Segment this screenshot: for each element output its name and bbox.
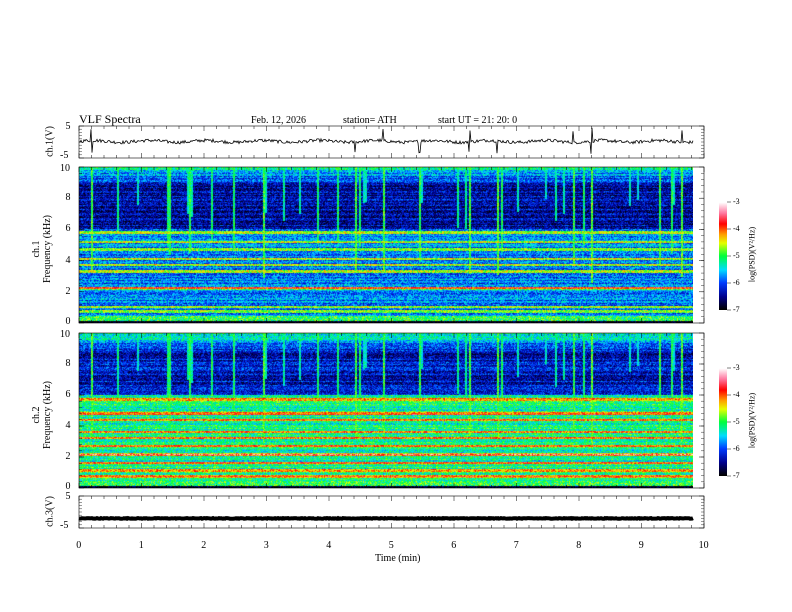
- ch3-waveform: [78, 515, 694, 521]
- x-tick-label: 9: [638, 540, 644, 551]
- y-tick-label: 5: [65, 121, 71, 132]
- y-tick-label: -5: [60, 520, 69, 531]
- x-tick-label: 0: [76, 540, 82, 551]
- x-axis-label: Time (min): [375, 553, 421, 564]
- colorbar-tick-label: -5: [733, 417, 740, 426]
- colorbar-tick-label: -4: [733, 390, 740, 399]
- y-tick-label: 10: [60, 163, 70, 174]
- x-tick-label: 10: [698, 540, 709, 551]
- y-tick-label: 2: [65, 285, 71, 297]
- y-tick-label: 0: [65, 316, 71, 327]
- y-tick-label: 6: [65, 223, 71, 235]
- y-tick-label: 10: [60, 329, 70, 340]
- x-tick-label: 7: [513, 540, 519, 551]
- ch3-ylabel: ch.3(V): [44, 496, 56, 527]
- colorbar-tick-label: -4: [733, 224, 740, 233]
- colorbar-tick-label: -3: [733, 197, 740, 206]
- x-tick-label: 4: [326, 540, 332, 551]
- colorbar-tick-label: -3: [733, 363, 740, 372]
- date-label: Feb. 12, 2026: [251, 115, 306, 126]
- spec1-ylabel: ch.1 Frequency (kHz): [31, 204, 53, 294]
- colorbar2-label: log(PSD)(V²/Hz): [747, 392, 757, 449]
- spec1-ylabel-line2: Frequency (kHz): [42, 214, 53, 284]
- x-tick-label: 1: [138, 540, 144, 551]
- colorbar1-label: log(PSD)(V²/Hz): [747, 226, 757, 283]
- panel-frame: [78, 332, 705, 489]
- figure-title: VLF Spectra: [79, 112, 141, 126]
- y-tick-label: 6: [65, 389, 71, 400]
- spec2-ylabel-line2: Frequency (kHz): [42, 380, 53, 450]
- x-tick-label: 6: [451, 540, 457, 551]
- y-tick-label: 8: [65, 192, 71, 204]
- colorbar-tick-label: -7: [733, 471, 740, 480]
- ch1-ylabel: ch.1(V): [44, 126, 56, 157]
- colorbar-tick-label: -6: [733, 444, 740, 453]
- spectrogram-ch1: [79, 167, 693, 323]
- x-tick-label: 3: [263, 540, 269, 551]
- x-tick-label: 8: [576, 540, 582, 551]
- y-tick-label: 2: [65, 451, 71, 462]
- station-label: station= ATH: [343, 115, 397, 126]
- spec1-ylabel-line1: ch.1: [31, 240, 42, 258]
- spectrogram-ch2: [79, 333, 693, 488]
- colorbar-tick-label: -6: [733, 278, 740, 287]
- start-time-label: start UT = 21: 20: 0: [438, 115, 518, 126]
- x-tick-label: 2: [201, 540, 207, 551]
- y-tick-label: 4: [65, 254, 71, 266]
- ch1-waveform: [78, 127, 694, 154]
- panel-frame: [78, 166, 705, 324]
- spec2-ylabel-line1: ch.2: [31, 406, 42, 424]
- y-tick-label: 8: [65, 358, 71, 369]
- spec2-ylabel: ch.2 Frequency (kHz): [31, 370, 53, 460]
- colorbar-tick-label: -5: [733, 251, 740, 260]
- x-tick-label: 5: [388, 540, 394, 551]
- colorbar-ch1: [719, 202, 727, 310]
- y-tick-label: 5: [65, 491, 71, 502]
- colorbar-tick-label: -7: [733, 305, 740, 314]
- colorbar-ch2: [719, 368, 727, 476]
- y-tick-label: 4: [65, 420, 71, 431]
- y-tick-label: 0: [65, 481, 71, 492]
- y-tick-label: -5: [60, 150, 69, 161]
